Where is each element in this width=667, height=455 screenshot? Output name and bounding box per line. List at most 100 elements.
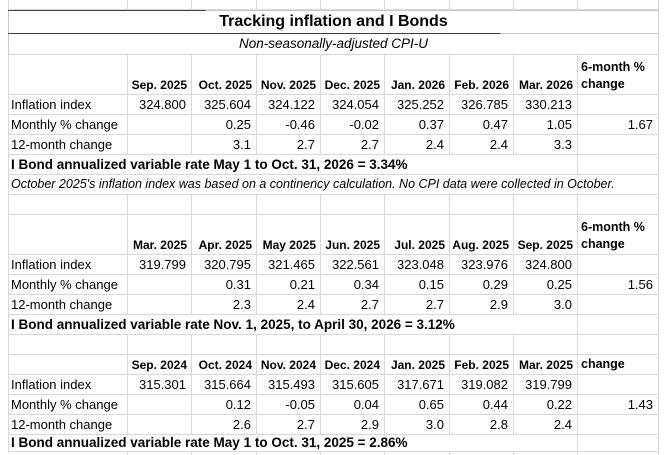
empty-cell bbox=[8, 335, 128, 355]
empty-cell bbox=[192, 195, 257, 215]
empty-cell bbox=[8, 55, 128, 95]
empty-cell bbox=[514, 452, 578, 455]
monthly-change-value: 0.65 bbox=[385, 395, 450, 415]
month-header: Dec. 2024 bbox=[321, 355, 385, 375]
inflation-value: 325.604 bbox=[192, 95, 257, 115]
month-header: Aug. 2025 bbox=[450, 215, 514, 255]
twelve-month-value: 3.0 bbox=[514, 295, 578, 315]
empty-cell bbox=[257, 335, 321, 355]
title-divider-line bbox=[8, 33, 659, 34]
row-label-monthly-change: Monthly % change bbox=[8, 115, 128, 135]
twelve-month-value: 2.7 bbox=[257, 415, 321, 435]
six-month-change-header: 6-month % change bbox=[578, 215, 659, 255]
empty-cell bbox=[514, 335, 578, 355]
month-header: Jan. 2025 bbox=[385, 355, 450, 375]
twelve-month-value: 2.4 bbox=[385, 135, 450, 155]
monthly-change-value: -0.02 bbox=[321, 115, 385, 135]
monthly-change-value: 0.34 bbox=[321, 275, 385, 295]
page-subtitle: Non-seasonally-adjusted CPI-U bbox=[8, 33, 659, 55]
inflation-value: 315.301 bbox=[128, 375, 192, 395]
empty-cell bbox=[578, 155, 659, 175]
monthly-change-value: 0.29 bbox=[450, 275, 514, 295]
month-header: Dec. 2025 bbox=[321, 55, 385, 95]
inflation-value: 320.795 bbox=[192, 255, 257, 275]
monthly-change-value: 0.21 bbox=[257, 275, 321, 295]
inflation-value: 322.561 bbox=[321, 255, 385, 275]
empty-cell bbox=[321, 335, 385, 355]
inflation-value: 325.252 bbox=[385, 95, 450, 115]
month-header: Sep. 2025 bbox=[514, 215, 578, 255]
empty-cell bbox=[450, 195, 514, 215]
monthly-change-value bbox=[128, 275, 192, 295]
empty-cell bbox=[8, 452, 128, 455]
twelve-month-value: 2.4 bbox=[450, 135, 514, 155]
month-header: Mar. 2025 bbox=[514, 355, 578, 375]
row-label-twelve-month-change: 12-month change bbox=[8, 295, 128, 315]
inflation-value: 319.799 bbox=[128, 255, 192, 275]
twelve-month-value: 2.7 bbox=[321, 295, 385, 315]
row-label-twelve-month-change: 12-month change bbox=[8, 415, 128, 435]
empty-cell bbox=[321, 452, 385, 455]
month-header: Nov. 2024 bbox=[257, 355, 321, 375]
monthly-change-value: 0.47 bbox=[450, 115, 514, 135]
row-label-twelve-month-change: 12-month change bbox=[8, 135, 128, 155]
month-header: Apr. 2025 bbox=[192, 215, 257, 255]
twelve-month-value bbox=[578, 415, 659, 435]
row-label-monthly-change: Monthly % change bbox=[8, 275, 128, 295]
monthly-change-value: 1.05 bbox=[514, 115, 578, 135]
monthly-change-value: 0.22 bbox=[514, 395, 578, 415]
twelve-month-value: 2.3 bbox=[192, 295, 257, 315]
six-month-change-value: 1.56 bbox=[578, 275, 659, 295]
monthly-change-value: 0.25 bbox=[514, 275, 578, 295]
empty-cell bbox=[8, 215, 128, 255]
empty-cell bbox=[128, 195, 192, 215]
six-month-change-value: 1.67 bbox=[578, 115, 659, 135]
row-label-monthly-change: Monthly % change bbox=[8, 395, 128, 415]
empty-cell bbox=[385, 452, 450, 455]
month-header: Nov. 2025 bbox=[257, 55, 321, 95]
row-label-inflation-index: Inflation index bbox=[8, 255, 128, 275]
inflation-value: 323.976 bbox=[450, 255, 514, 275]
six-month-change-value: 1.43 bbox=[578, 395, 659, 415]
monthly-change-value: -0.05 bbox=[257, 395, 321, 415]
month-header: Jan. 2026 bbox=[385, 55, 450, 95]
month-header: Feb. 2026 bbox=[450, 55, 514, 95]
empty-cell bbox=[192, 0, 257, 10]
inflation-value: 319.799 bbox=[514, 375, 578, 395]
inflation-value: 315.605 bbox=[321, 375, 385, 395]
twelve-month-value: 3.1 bbox=[192, 135, 257, 155]
empty-cell bbox=[128, 452, 192, 455]
inflation-value bbox=[578, 95, 659, 115]
inflation-value bbox=[578, 255, 659, 275]
monthly-change-value: -0.46 bbox=[257, 115, 321, 135]
monthly-change-value: 0.15 bbox=[385, 275, 450, 295]
empty-cell bbox=[192, 452, 257, 455]
empty-cell bbox=[385, 195, 450, 215]
empty-cell bbox=[514, 0, 578, 10]
page-title: Tracking inflation and I Bonds bbox=[8, 10, 659, 33]
change-header: change bbox=[578, 355, 659, 375]
month-header: Jun. 2025 bbox=[321, 215, 385, 255]
empty-cell bbox=[578, 335, 659, 355]
empty-cell bbox=[578, 315, 659, 335]
empty-cell bbox=[8, 195, 128, 215]
twelve-month-value: 2.4 bbox=[257, 295, 321, 315]
empty-cell bbox=[321, 195, 385, 215]
inflation-value: 321.465 bbox=[257, 255, 321, 275]
empty-cell bbox=[128, 0, 192, 10]
empty-cell bbox=[192, 335, 257, 355]
inflation-value: 319.082 bbox=[450, 375, 514, 395]
empty-cell bbox=[8, 0, 128, 10]
month-header: Sep. 2024 bbox=[128, 355, 192, 375]
inflation-value: 330.213 bbox=[514, 95, 578, 115]
monthly-change-value: 0.31 bbox=[192, 275, 257, 295]
twelve-month-value: 2.7 bbox=[321, 135, 385, 155]
empty-cell bbox=[578, 435, 659, 452]
monthly-change-value: 0.12 bbox=[192, 395, 257, 415]
contingency-footnote: October 2025's inflation index was based… bbox=[8, 175, 659, 195]
empty-cell bbox=[450, 335, 514, 355]
month-header: Mar. 2025 bbox=[128, 215, 192, 255]
ibond-rate-line: I Bond annualized variable rate Nov. 1, … bbox=[8, 315, 578, 335]
empty-cell bbox=[578, 0, 659, 10]
